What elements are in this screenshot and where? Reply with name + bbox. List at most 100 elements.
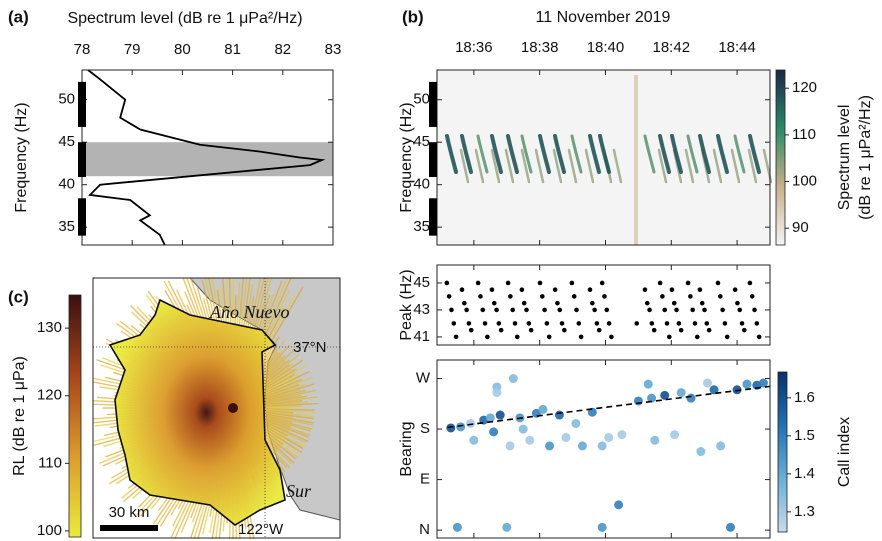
point — [704, 321, 710, 326]
call-streak — [657, 148, 668, 184]
point — [449, 307, 454, 313]
spectrogram-image — [445, 75, 773, 245]
point — [604, 307, 610, 313]
x-tick-label: 18:38 — [521, 39, 559, 56]
point — [674, 307, 679, 313]
point — [526, 321, 532, 326]
call-streak — [552, 148, 563, 184]
map-area — [93, 278, 340, 539]
point — [453, 334, 459, 340]
point — [494, 307, 499, 313]
chart-title: 11 November 2019 — [536, 9, 671, 26]
point — [599, 280, 605, 286]
point — [569, 280, 575, 286]
point — [633, 396, 643, 406]
point — [498, 327, 504, 333]
axes-frame — [436, 359, 771, 539]
colorbar-tick-label: 100 — [792, 173, 817, 190]
call-streak — [730, 148, 741, 184]
call-streak — [570, 134, 583, 174]
point — [715, 280, 721, 286]
point — [643, 379, 653, 389]
y-tick-label: N — [419, 521, 430, 538]
point — [732, 385, 742, 395]
point — [686, 393, 696, 403]
call-streak — [698, 134, 711, 174]
point — [742, 327, 747, 333]
point — [685, 280, 691, 286]
point — [574, 307, 579, 313]
colorbar-tick-label: 90 — [792, 219, 809, 236]
point — [505, 441, 515, 451]
call-streak — [538, 134, 551, 174]
point — [609, 334, 614, 340]
call-streak — [712, 148, 723, 184]
frequency-band-bar — [429, 198, 437, 236]
call-streak — [553, 134, 566, 174]
point — [469, 435, 479, 445]
call-streak — [684, 148, 695, 184]
point — [546, 334, 552, 340]
point — [664, 321, 670, 326]
point — [482, 321, 488, 326]
point — [480, 307, 486, 313]
colorbar-tick-label: 130 — [37, 319, 62, 336]
point — [525, 435, 535, 445]
point — [647, 393, 657, 403]
point — [676, 388, 686, 398]
scale-bar — [100, 525, 158, 531]
colorbar-tick-label: 120 — [37, 387, 62, 404]
noise-streak — [634, 75, 638, 245]
call-streak — [445, 134, 458, 174]
point — [737, 307, 743, 313]
point — [514, 334, 520, 340]
point — [694, 334, 700, 340]
y-tick-label: 45 — [413, 274, 430, 291]
point — [739, 321, 745, 326]
point — [508, 294, 513, 299]
point — [468, 327, 474, 333]
colorbar-tick-label: 1.5 — [794, 427, 815, 444]
point — [521, 300, 527, 306]
y-axis-label: Peak (Hz) — [398, 269, 415, 340]
x-tick-label: 78 — [74, 41, 91, 58]
point — [544, 321, 550, 326]
point — [754, 321, 760, 326]
x-tick-label: 82 — [274, 41, 291, 58]
point — [651, 327, 657, 333]
point — [519, 287, 525, 292]
point — [552, 287, 558, 292]
point — [642, 287, 648, 292]
point — [562, 327, 567, 333]
point — [597, 441, 607, 451]
call-streak — [520, 134, 533, 174]
point — [446, 294, 452, 299]
y-axis-label: Frequency (Hz) — [13, 102, 30, 212]
spectrum-line — [87, 69, 326, 246]
point — [475, 280, 481, 286]
frequency-band-bar — [78, 81, 86, 127]
point — [604, 432, 614, 442]
point — [555, 300, 560, 306]
point — [590, 300, 595, 306]
call-streak — [748, 134, 761, 174]
y-tick-label: 50 — [58, 91, 75, 108]
call-streak — [612, 148, 623, 184]
scale-label: 30 km — [109, 504, 150, 521]
point — [464, 307, 469, 313]
y-tick-label: 40 — [413, 176, 430, 193]
point — [650, 435, 660, 445]
y-tick-label: 35 — [58, 218, 75, 235]
point — [671, 300, 677, 306]
colorbar-label: (dB re 1 μPa²/Hz) — [857, 95, 874, 220]
point — [594, 321, 600, 326]
point — [699, 300, 705, 306]
x-tick-label: 79 — [124, 41, 141, 58]
y-tick-label: E — [420, 471, 430, 488]
point — [660, 294, 665, 299]
point — [559, 321, 565, 326]
point — [657, 280, 663, 286]
x-tick-label: 18:42 — [653, 39, 691, 56]
point — [496, 321, 502, 326]
